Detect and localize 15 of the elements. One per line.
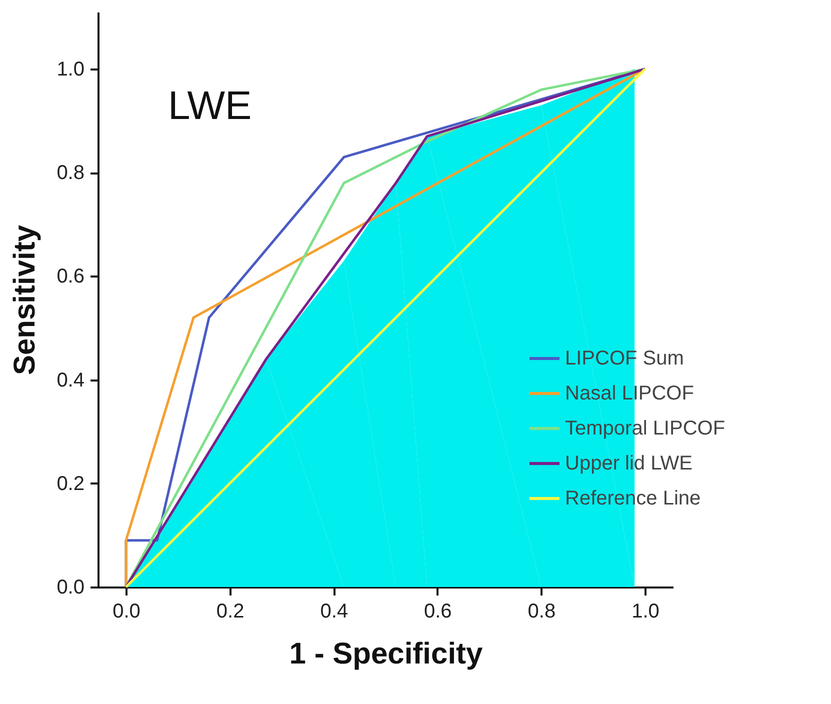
x-tick-label: 0.4	[320, 600, 348, 622]
x-axis-title: 1 - Specificity	[289, 638, 484, 670]
x-tick-label: 0.0	[112, 600, 140, 622]
y-tick-label: 1.0	[56, 58, 84, 80]
annotation: LWE	[168, 84, 252, 128]
x-tick-label: 1.0	[632, 600, 660, 622]
y-tick-label: 0.2	[56, 472, 84, 495]
y-axis-title: Sensitivity	[8, 224, 42, 376]
x-tick-label: 0.8	[528, 600, 556, 622]
x-tick-label: 0.6	[424, 600, 452, 622]
x-tick-label: 0.2	[216, 600, 244, 622]
y-tick-label: 0.4	[56, 369, 84, 392]
y-tick-label: 0.8	[56, 162, 84, 184]
y-tick-label: 0.0	[56, 576, 84, 598]
y-tick-label: 0.6	[56, 266, 84, 288]
